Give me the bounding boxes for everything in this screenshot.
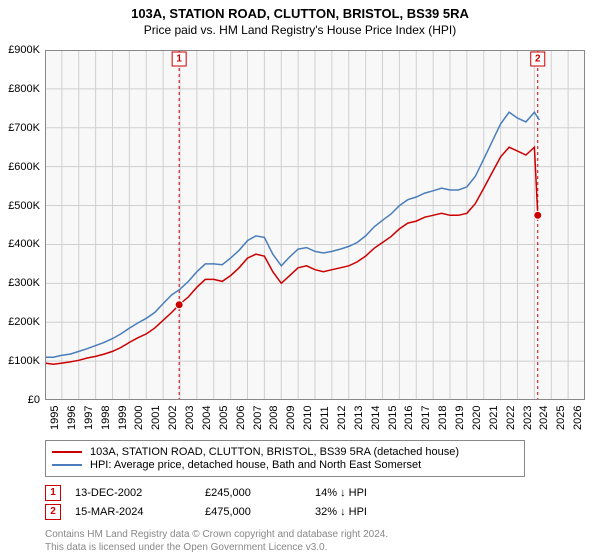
chart-plot-area: 12 <box>45 50 585 400</box>
x-tick-label: 2024 <box>538 406 550 430</box>
event-row: 1 13-DEC-2002£245,00014% ↓ HPI <box>45 485 585 501</box>
x-tick-label: 2025 <box>555 406 567 430</box>
x-tick-label: 2005 <box>218 406 230 430</box>
x-tick-label: 2017 <box>420 406 432 430</box>
y-tick-label: £0 <box>28 394 40 406</box>
event-diff: 32% ↓ HPI <box>315 506 425 518</box>
event-price: £245,000 <box>205 487 315 499</box>
y-tick-label: £900K <box>8 44 40 56</box>
event-table: 1 13-DEC-2002£245,00014% ↓ HPI 2 15-MAR-202… <box>45 482 585 523</box>
x-tick-label: 2026 <box>572 406 584 430</box>
x-tick-label: 1997 <box>83 406 95 430</box>
x-tick-label: 2003 <box>184 406 196 430</box>
y-tick-label: £200K <box>8 316 40 328</box>
x-axis: 1995 1996 1997 1998 1999 2000 2001 2002 2003 2004… <box>45 402 585 442</box>
x-tick-label: 2007 <box>252 406 264 430</box>
x-tick-label: 2020 <box>471 406 483 430</box>
x-tick-label: 1999 <box>117 406 129 430</box>
event-row: 2 15-MAR-2024£475,00032% ↓ HPI <box>45 504 585 520</box>
x-tick-label: 2001 <box>150 406 162 430</box>
svg-text:2: 2 <box>535 54 541 65</box>
footer-line2: This data is licensed under the Open Gov… <box>45 541 585 554</box>
svg-text:1: 1 <box>176 54 182 65</box>
x-tick-label: 2010 <box>302 406 314 430</box>
event-marker-icon: 1 <box>45 485 61 501</box>
x-tick-label: 2006 <box>235 406 247 430</box>
x-tick-label: 2002 <box>167 406 179 430</box>
x-tick-label: 2012 <box>336 406 348 430</box>
x-tick-label: 2022 <box>505 406 517 430</box>
legend-row: HPI: Average price, detached house, Bath… <box>52 459 518 471</box>
y-tick-label: £500K <box>8 200 40 212</box>
x-tick-label: 2023 <box>522 406 534 430</box>
legend-label: HPI: Average price, detached house, Bath… <box>90 459 421 471</box>
x-tick-label: 2019 <box>454 406 466 430</box>
x-tick-label: 1998 <box>100 406 112 430</box>
event-price: £475,000 <box>205 506 315 518</box>
x-tick-label: 2009 <box>285 406 297 430</box>
legend-row: 103A, STATION ROAD, CLUTTON, BRISTOL, BS… <box>52 446 518 458</box>
chart-subtitle: Price paid vs. HM Land Registry's House … <box>0 21 600 37</box>
x-tick-label: 2000 <box>133 406 145 430</box>
chart-svg: 12 <box>45 50 585 400</box>
x-tick-label: 2008 <box>268 406 280 430</box>
chart-title: 103A, STATION ROAD, CLUTTON, BRISTOL, BS… <box>0 0 600 21</box>
legend-swatch <box>52 451 82 453</box>
y-tick-label: £700K <box>8 122 40 134</box>
x-tick-label: 2015 <box>387 406 399 430</box>
x-tick-label: 2016 <box>403 406 415 430</box>
event-date: 15-MAR-2024 <box>75 506 205 518</box>
y-axis: £0£100K£200K£300K£400K£500K£600K£700K£80… <box>0 50 43 400</box>
legend-swatch <box>52 464 82 466</box>
event-diff: 14% ↓ HPI <box>315 487 425 499</box>
x-tick-label: 1995 <box>49 406 61 430</box>
y-tick-label: £100K <box>8 355 40 367</box>
event-date: 13-DEC-2002 <box>75 487 205 499</box>
y-tick-label: £600K <box>8 161 40 173</box>
y-tick-label: £300K <box>8 277 40 289</box>
x-tick-label: 2021 <box>488 406 500 430</box>
footer-line1: Contains HM Land Registry data © Crown c… <box>45 528 585 541</box>
footer: Contains HM Land Registry data © Crown c… <box>45 528 585 554</box>
legend: 103A, STATION ROAD, CLUTTON, BRISTOL, BS… <box>45 440 525 477</box>
x-tick-label: 2011 <box>319 406 331 430</box>
x-tick-label: 2013 <box>353 406 365 430</box>
y-tick-label: £800K <box>8 83 40 95</box>
x-tick-label: 2004 <box>201 406 213 430</box>
y-tick-label: £400K <box>8 238 40 250</box>
x-tick-label: 2014 <box>370 406 382 430</box>
x-tick-label: 1996 <box>66 406 78 430</box>
x-tick-label: 2018 <box>437 406 449 430</box>
event-marker-icon: 2 <box>45 504 61 520</box>
legend-label: 103A, STATION ROAD, CLUTTON, BRISTOL, BS… <box>90 446 459 458</box>
